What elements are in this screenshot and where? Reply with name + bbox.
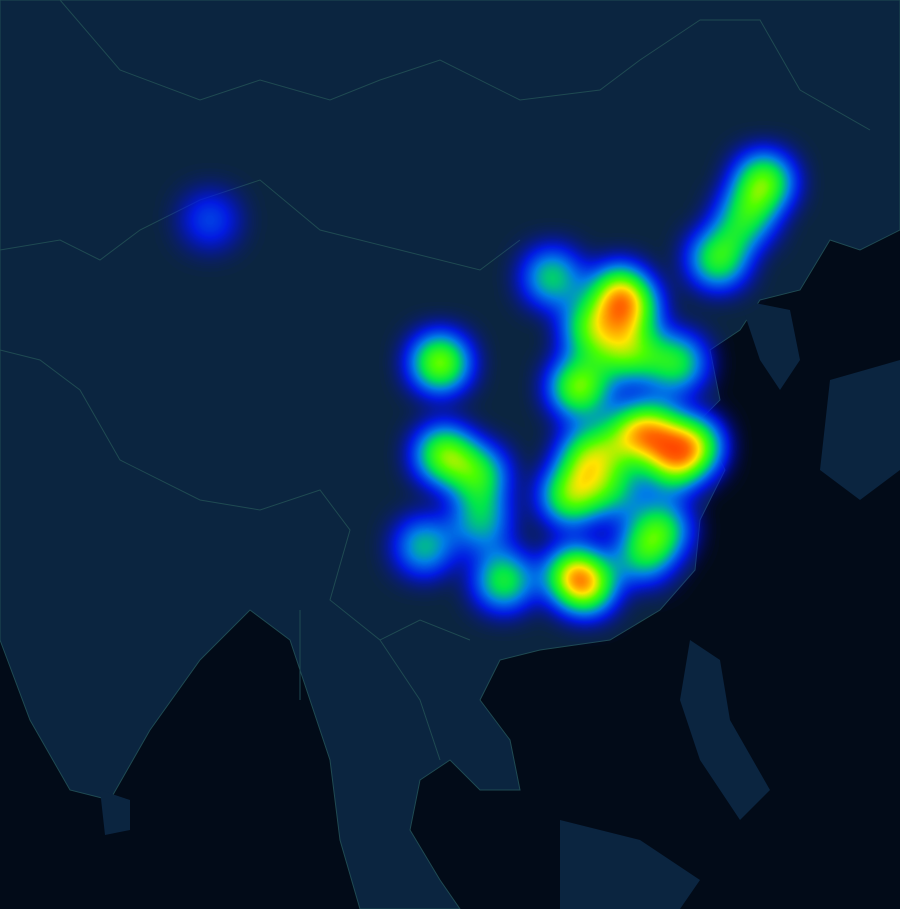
heat-layer bbox=[184, 156, 790, 612]
heat-point bbox=[452, 448, 505, 501]
land bbox=[100, 790, 130, 835]
heat-point bbox=[477, 554, 530, 607]
heat-point bbox=[601, 326, 654, 379]
heat-point bbox=[649, 336, 702, 389]
land bbox=[740, 300, 800, 390]
heat-point bbox=[184, 194, 236, 246]
heat-point bbox=[553, 361, 606, 414]
heat-point bbox=[604, 283, 657, 336]
heat-point bbox=[455, 495, 508, 548]
heat-point bbox=[617, 528, 670, 581]
land bbox=[820, 360, 900, 500]
land bbox=[560, 820, 700, 909]
heat-point bbox=[692, 232, 745, 285]
heat-point bbox=[646, 435, 699, 488]
heat-point bbox=[398, 520, 451, 573]
borders bbox=[0, 0, 871, 761]
heat-point bbox=[544, 469, 597, 522]
land bbox=[680, 640, 770, 820]
heat-point bbox=[414, 336, 467, 389]
heat-point bbox=[560, 559, 613, 612]
heat-point bbox=[526, 251, 579, 304]
heat-point bbox=[585, 461, 638, 514]
heat-point bbox=[719, 192, 772, 245]
